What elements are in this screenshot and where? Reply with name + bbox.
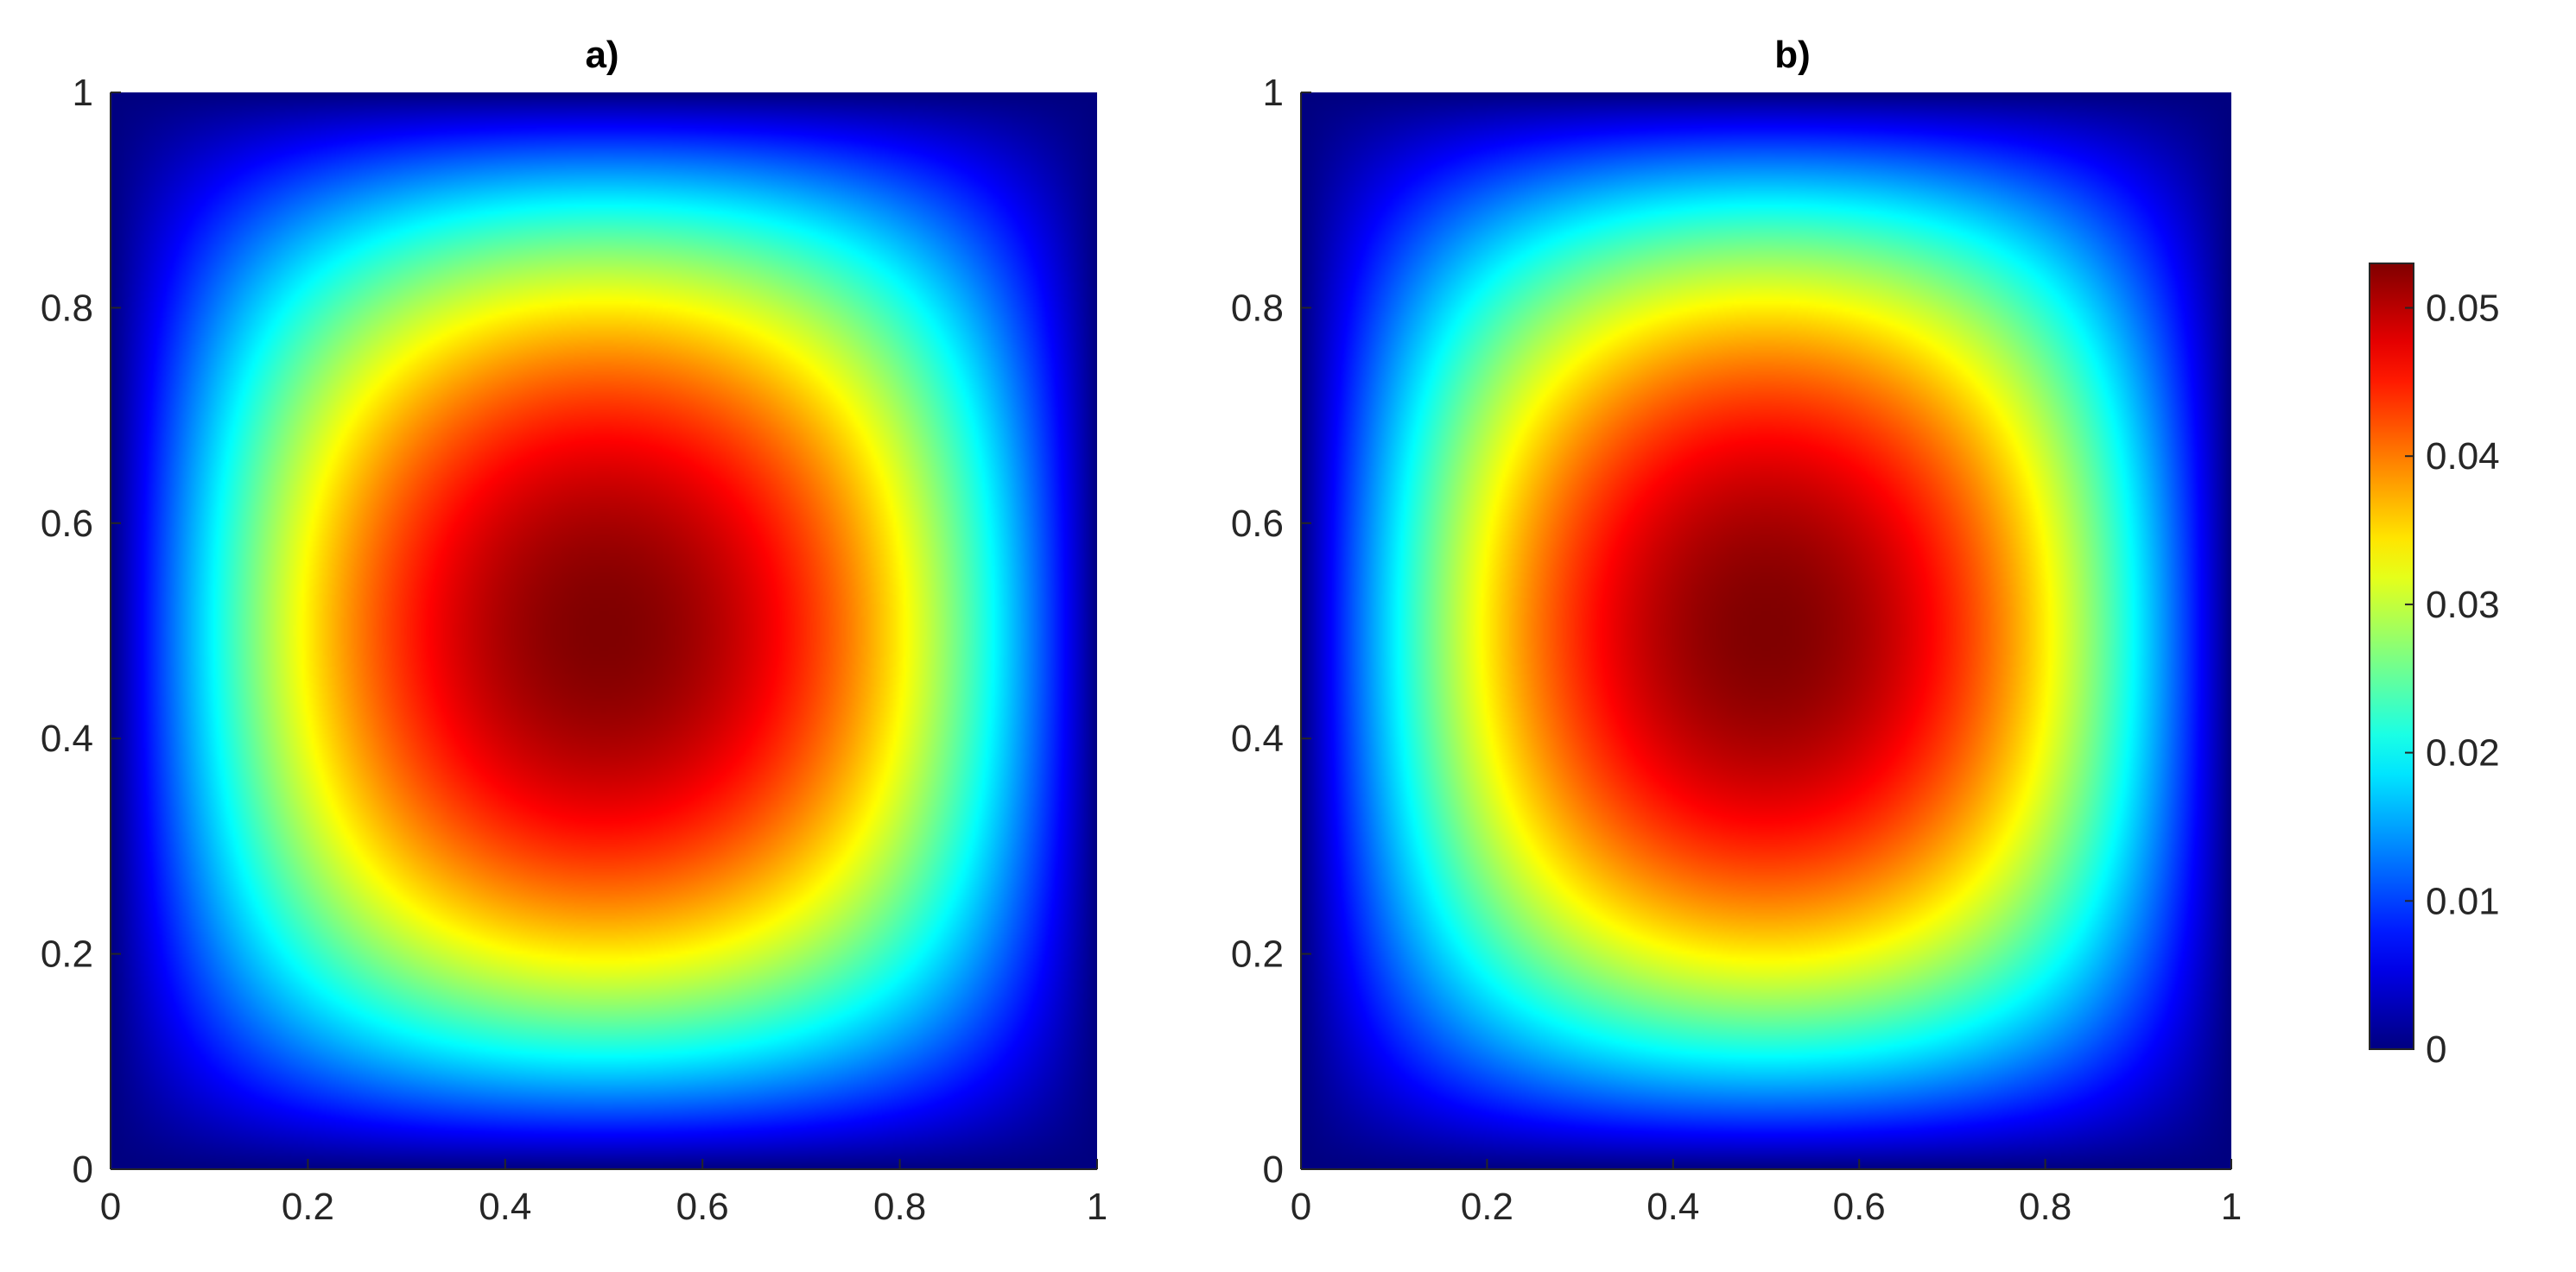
y-tick-label: 0.8 bbox=[41, 287, 93, 329]
y-tick-label: 0.6 bbox=[1231, 503, 1284, 545]
colorbar-tick-label: 0.04 bbox=[2426, 435, 2500, 478]
x-tick-label: 0.4 bbox=[479, 1186, 531, 1228]
axes-b: 0 0.2 0.4 0.6 0.8 1 0 0.2 0.4 0.6 0.8 1 bbox=[1231, 72, 2242, 1228]
colorbar-tick-label: 0.03 bbox=[2426, 584, 2500, 626]
x-tick-label: 0.8 bbox=[2019, 1186, 2072, 1228]
colorbar-tick-label: 0.05 bbox=[2426, 288, 2500, 330]
heatmap-image-a bbox=[111, 92, 1097, 1169]
heatmap-panel-a: a) 0 0.2 0.4 0.6 0.8 1 0 0.2 0.4 0.6 0.8 1 bbox=[41, 34, 1107, 1228]
y-tick-label: 1 bbox=[73, 72, 93, 114]
x-tick-label: 0.2 bbox=[1461, 1186, 1513, 1228]
x-tick-label: 0.6 bbox=[1833, 1186, 1886, 1228]
y-tick-label: 0.8 bbox=[1231, 287, 1284, 329]
x-tick-label: 1 bbox=[2221, 1186, 2242, 1228]
y-tick-label: 0.6 bbox=[41, 503, 93, 545]
x-tick-label: 0.4 bbox=[1646, 1186, 1699, 1228]
panel-a-title: a) bbox=[585, 34, 619, 76]
x-tick-label: 0 bbox=[100, 1186, 121, 1228]
panel-b-title: b) bbox=[1774, 34, 1811, 76]
x-tick-label: 1 bbox=[1087, 1186, 1107, 1228]
y-tick-label: 0.4 bbox=[41, 718, 93, 760]
colorbar-tick-label: 0 bbox=[2426, 1028, 2446, 1071]
colorbar: 0 0.01 0.02 0.03 0.04 0.05 bbox=[2369, 263, 2500, 1071]
heatmap-image-b bbox=[1301, 92, 2231, 1169]
colorbar-gradient bbox=[2369, 263, 2414, 1050]
y-tick-label: 0.2 bbox=[41, 933, 93, 976]
x-tick-label: 0.6 bbox=[676, 1186, 729, 1228]
x-tick-label: 0.2 bbox=[282, 1186, 334, 1228]
colorbar-tick-label: 0.01 bbox=[2426, 880, 2500, 922]
y-tick-label: 0 bbox=[73, 1149, 93, 1191]
colorbar-tick-label: 0.02 bbox=[2426, 732, 2500, 775]
axes-a: 0 0.2 0.4 0.6 0.8 1 0 0.2 0.4 0.6 0.8 1 bbox=[41, 72, 1107, 1228]
heatmap-panel-b: b) 0 0.2 0.4 0.6 0.8 1 0 0.2 0.4 0.6 0.8 1 bbox=[1231, 34, 2242, 1228]
x-tick-label: 0 bbox=[1291, 1186, 1311, 1228]
y-tick-label: 0 bbox=[1263, 1149, 1284, 1191]
y-tick-label: 0.4 bbox=[1231, 718, 1284, 760]
colorbar-ticks: 0 0.01 0.02 0.03 0.04 0.05 bbox=[2405, 288, 2500, 1071]
y-tick-label: 0.2 bbox=[1231, 933, 1284, 976]
y-tick-label: 1 bbox=[1263, 72, 1284, 114]
x-tick-label: 0.8 bbox=[873, 1186, 926, 1228]
